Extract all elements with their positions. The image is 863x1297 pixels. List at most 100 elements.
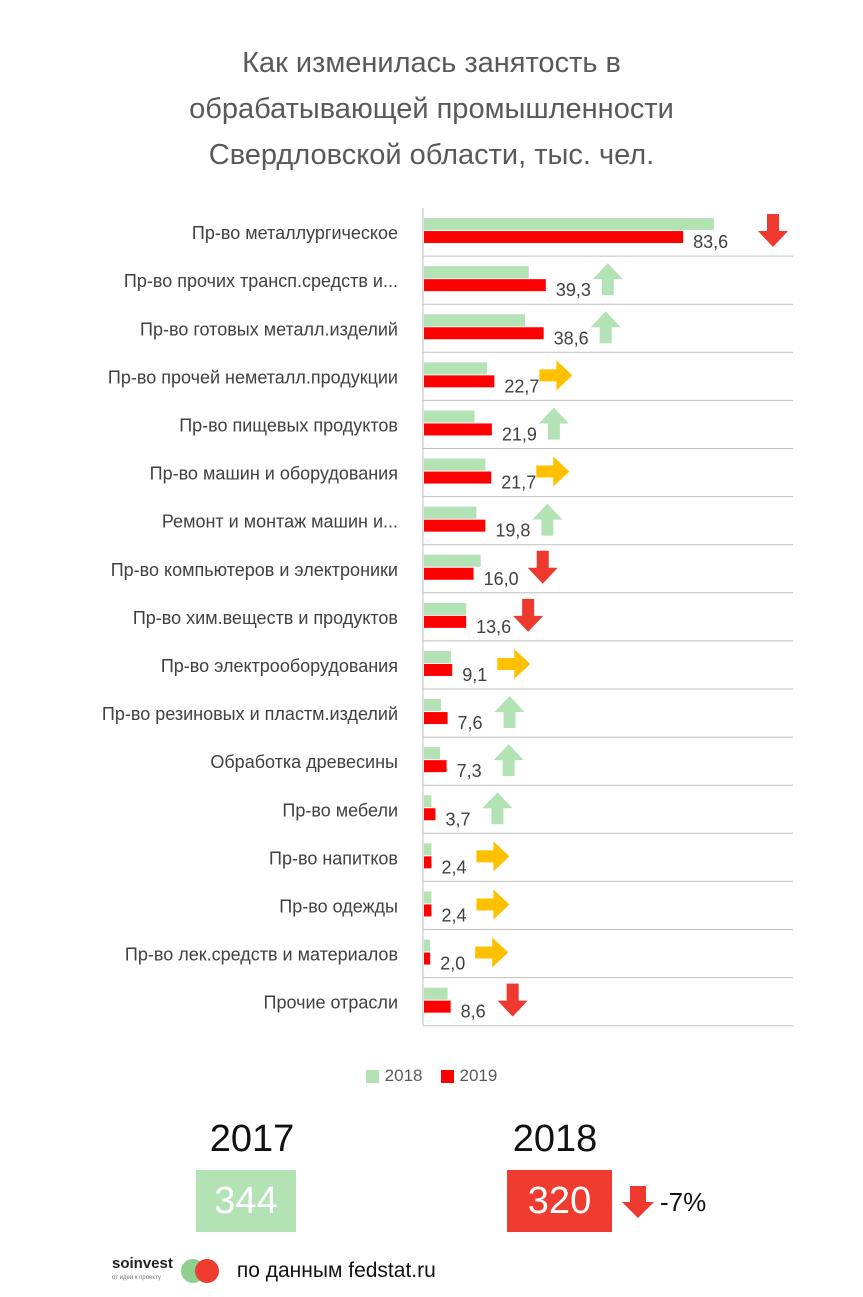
value-label: 2,0 [440,954,465,974]
arrow-down-icon [497,983,528,1017]
value-label: 21,7 [501,473,536,493]
bar-2018 [424,218,714,231]
category-label: Прочие отрасли [264,993,398,1013]
value-label: 38,6 [554,328,589,348]
arrow-right-icon [476,841,510,872]
source-note: по данным fedstat.ru [236,1259,436,1282]
chart-legend: 2018 2019 [0,1066,863,1086]
arrow-up-icon [538,407,569,440]
footer: soinvest от идеи к проекту по данным fed… [112,1256,436,1286]
category-label: Пр-во компьютеров и электроники [111,560,398,580]
bar-2019 [424,327,544,340]
category-label: Пр-во напитков [269,848,398,868]
category-label: Пр-во мебели [282,800,398,820]
bar-2019 [424,519,486,532]
value-label: 19,8 [495,521,530,541]
summary-year-2: 2018 [512,1118,598,1160]
bar-2018 [424,410,475,423]
summary-value-2-box: 320 [507,1170,612,1232]
value-label: 21,9 [502,424,537,444]
bar-2019 [424,904,432,917]
bar-2018 [424,747,441,760]
arrow-down-icon [527,550,558,584]
legend-swatch-2018 [365,1069,379,1083]
bar-2019 [424,760,447,773]
bar-2019 [424,1000,451,1013]
bar-2018 [424,939,431,952]
value-label: 3,7 [445,809,470,829]
brand-name: soinvest [112,1255,173,1272]
bar-2019 [424,231,684,244]
value-label: 22,7 [504,376,539,396]
value-label: 39,3 [556,280,591,300]
bar-2018 [424,650,451,663]
arrow-up-icon [590,311,621,344]
summary-year-1: 2017 [209,1118,295,1160]
arrow-up-icon [482,792,513,825]
bar-2019 [424,856,432,869]
category-label: Пр-во резиновых и пластм.изделий [102,704,398,724]
category-label: Пр-во хим.веществ и продуктов [133,608,398,628]
bar-2018 [424,699,442,712]
value-label: 2,4 [441,857,466,877]
bar-2018 [424,266,529,279]
bar-chart: Пр-во металлургическое 83,6 Пр-во прочих т… [102,208,793,1027]
legend-label-2018: 2018 [384,1066,423,1085]
bar-2018 [424,795,432,808]
category-label: Пр-во пищевых продуктов [179,415,398,435]
value-label: 16,0 [484,569,519,589]
arrow-down-icon [758,214,788,248]
bar-2019 [424,952,431,965]
arrow-right-icon [476,889,510,920]
legend-swatch-2019 [440,1069,454,1083]
bar-2019 [424,423,492,436]
value-label: 7,3 [457,761,482,781]
arrow-right-icon [536,456,570,487]
bar-2018 [424,987,448,1000]
arrow-right-icon [539,360,573,391]
value-label: 83,6 [693,232,728,252]
bar-2019 [424,663,453,676]
arrow-up-icon [494,696,525,729]
value-label: 13,6 [476,617,511,637]
bar-2018 [424,554,481,567]
bar-2019 [424,808,436,821]
summary-change-value: -7% [660,1186,707,1217]
bar-2018 [424,602,467,615]
brand-tagline: от идеи к проекту [112,1275,161,1281]
bar-2019 [424,471,492,484]
bar-2018 [424,506,477,519]
brand-circles-icon [180,1258,223,1284]
category-label: Пр-во прочих трансп.средств и... [124,271,398,291]
category-label: Пр-во прочей неметалл.продукции [108,367,398,387]
bar-2019 [424,279,546,292]
value-label: 7,6 [458,713,483,733]
legend-item-2019: 2019 [440,1066,498,1086]
summary-value-1: 344 [214,1179,278,1222]
value-label: 9,1 [462,665,487,685]
category-label: Пр-во лек.средств и материалов [125,945,398,965]
summary-value-1-box: 344 [196,1170,296,1232]
title-line-2: обрабатывающей промышленности [189,93,674,125]
arrow-down-icon [513,598,544,632]
bar-2018 [424,362,487,375]
bar-2018 [424,843,432,856]
bar-2019 [424,712,448,725]
arrow-right-icon [497,648,531,679]
legend-item-2018: 2018 [365,1066,423,1086]
brand-logo: soinvest от идеи к проекту [112,1256,173,1286]
arrow-up-icon [592,263,623,296]
bar-2018 [424,458,486,471]
arrow-up-icon [532,503,563,536]
chart-title: Как изменилась занятость в обрабатывающе… [0,40,863,178]
arrow-up-icon [493,744,524,777]
title-line-1: Как изменилась занятость в [242,47,621,79]
legend-label-2019: 2019 [459,1066,498,1085]
category-label: Пр-во одежды [279,896,398,916]
bar-2019 [424,567,474,580]
category-label: Пр-во готовых металл.изделий [140,319,398,339]
title-line-3: Свердловской области, тыс. чел. [208,139,655,171]
category-label: Пр-во электрооборудования [161,656,398,676]
category-label: Пр-во машин и оборудования [150,464,398,484]
category-label: Ремонт и монтаж машин и... [162,512,398,532]
